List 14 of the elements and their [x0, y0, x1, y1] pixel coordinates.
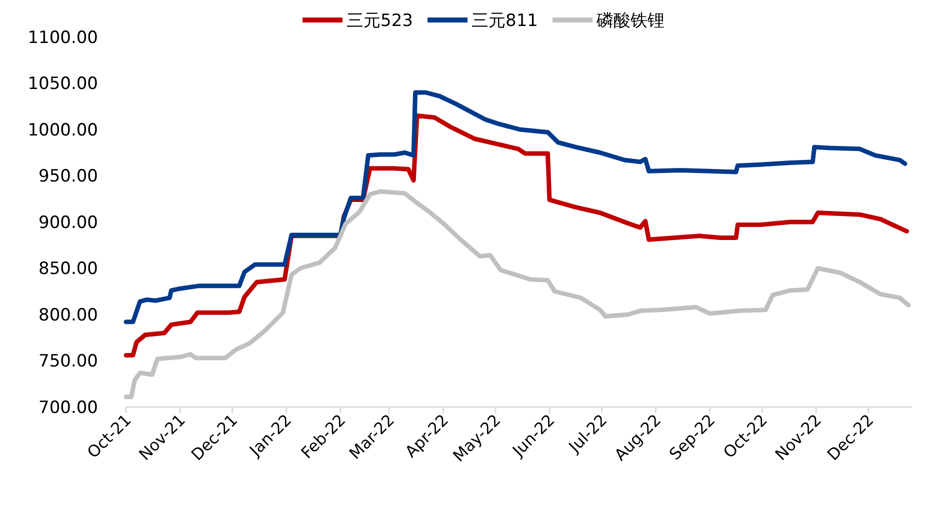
y-tick-label: 1100.00 [28, 28, 98, 48]
y-tick-label: 950.00 [38, 166, 98, 187]
legend-label: 三元523 [346, 10, 413, 31]
legend-label: 磷酸铁锂 [596, 10, 664, 31]
legend-label: 三元811 [472, 10, 538, 31]
y-tick-label: 700.00 [38, 398, 98, 418]
y-tick-label: 850.00 [38, 259, 98, 280]
y-tick-label: 1000.00 [28, 120, 98, 140]
line-series [124, 189, 911, 400]
y-tick-label: 800.00 [38, 305, 98, 326]
line-series [124, 90, 908, 324]
y-tick-label: 1050.00 [28, 74, 98, 94]
y-tick-label: 900.00 [38, 212, 98, 233]
y-tick-label: 750.00 [38, 352, 98, 372]
